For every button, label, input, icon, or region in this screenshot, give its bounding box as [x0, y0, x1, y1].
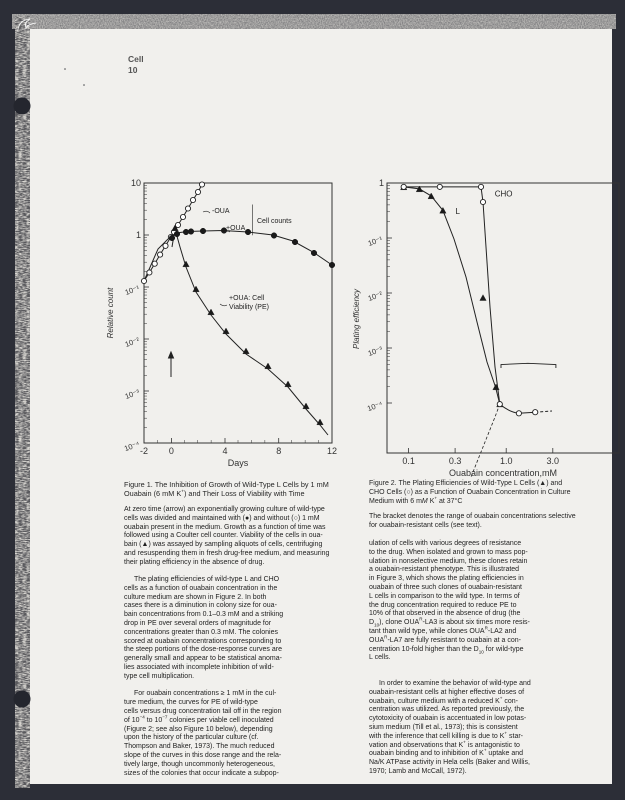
svg-text:4: 4 — [222, 446, 227, 456]
svg-text:0: 0 — [169, 446, 174, 456]
svg-text:L: L — [456, 207, 461, 216]
svg-text:10⁻¹: 10⁻¹ — [367, 234, 384, 248]
svg-text:10⁻¹: 10⁻¹ — [124, 283, 141, 297]
svg-text:Viability (PE): Viability (PE) — [229, 304, 269, 311]
svg-text:+OUA: Cell: +OUA: Cell — [229, 295, 265, 302]
svg-text:10⁻³: 10⁻³ — [367, 344, 384, 358]
svg-text:10⁻⁴: 10⁻⁴ — [366, 399, 384, 413]
svg-text:1: 1 — [379, 178, 384, 188]
svg-text:1.0: 1.0 — [500, 456, 513, 466]
svg-text:3.0: 3.0 — [547, 456, 560, 466]
svg-text:10⁻⁴: 10⁻⁴ — [123, 439, 141, 453]
svg-text:CHO: CHO — [495, 190, 513, 199]
svg-text:Days: Days — [228, 458, 249, 468]
svg-text:-2: -2 — [140, 446, 148, 456]
svg-text:1: 1 — [136, 230, 141, 240]
svg-text:0.1: 0.1 — [402, 456, 415, 466]
svg-text:Relative count: Relative count — [106, 287, 115, 338]
svg-text:Ouabain concentration,mM: Ouabain concentration,mM — [449, 468, 557, 478]
svg-text:Cell counts: Cell counts — [257, 218, 292, 225]
svg-text:+OUA: +OUA — [226, 225, 246, 232]
svg-text:10⁻²: 10⁻² — [124, 335, 141, 349]
svg-text:10⁻³: 10⁻³ — [124, 387, 141, 401]
svg-text:12: 12 — [327, 446, 337, 456]
svg-text:8: 8 — [276, 446, 281, 456]
svg-text:0.3: 0.3 — [449, 456, 462, 466]
svg-text:-OUA: -OUA — [212, 208, 230, 215]
svg-text:Plating efficiency: Plating efficiency — [352, 288, 361, 349]
svg-text:10: 10 — [131, 178, 141, 188]
svg-text:10⁻²: 10⁻² — [367, 289, 384, 303]
